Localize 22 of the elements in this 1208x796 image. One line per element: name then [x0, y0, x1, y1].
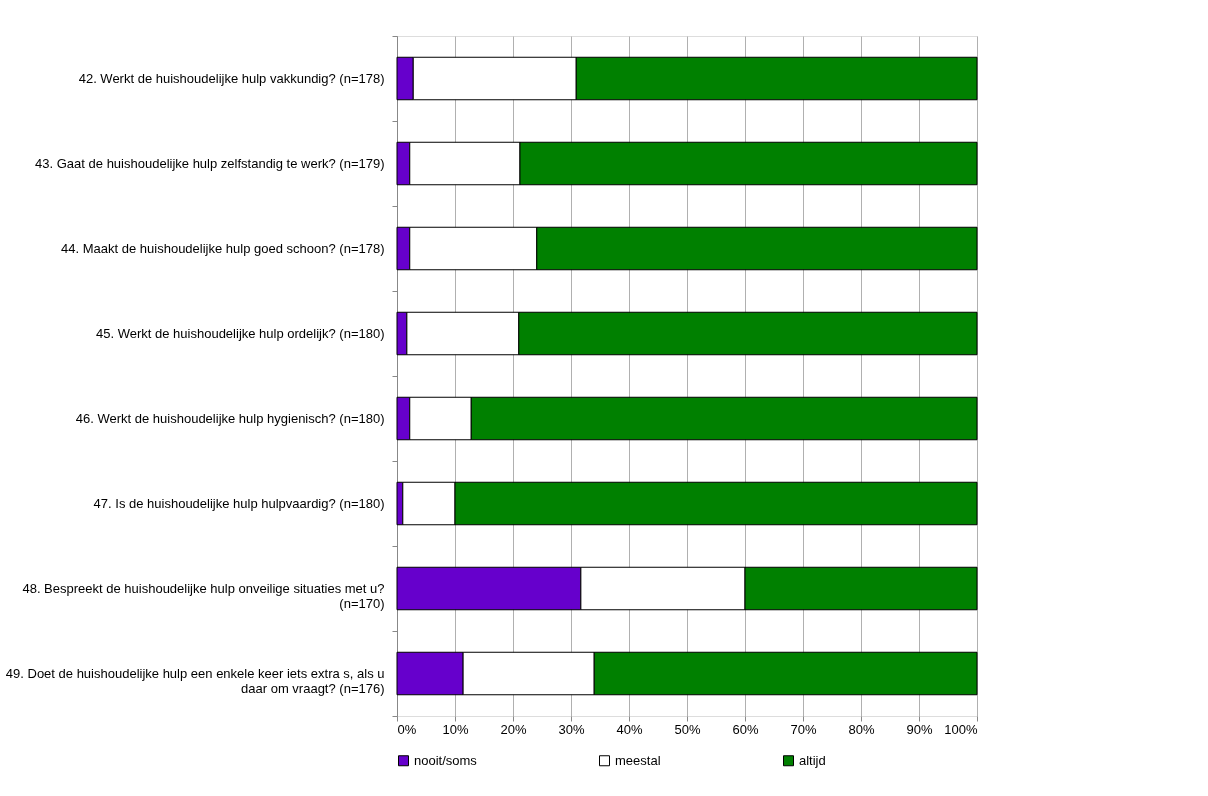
y-tick-label: 47. Is de huishoudelijke hulp hulpvaardig? (n=180)	[93, 496, 385, 511]
y-tick-label: 48. Bespreekt de huishoudelijke hulp onveilige situaties met u? (n=170)	[22, 581, 385, 611]
x-tick-label: 30%	[558, 721, 585, 737]
x-tick-label: 60%	[732, 721, 759, 737]
y-tick-label: 43. Gaat de huishoudelijke hulp zelfstandig te werk? (n=179)	[35, 156, 385, 171]
x-tick-label: 90%	[906, 721, 933, 737]
legend-label: nooit/soms	[414, 752, 478, 768]
y-tick-label: 42. Werkt de huishoudelijke hulp vakkundig? (n=178)	[78, 71, 385, 86]
y-tick-label: 49. Doet de huishoudelijke hulp een enkele keer iets extra s, als u daar om vraagt? (n=176)	[5, 666, 385, 696]
x-tick-label: 70%	[790, 721, 817, 737]
legend-label: altijd	[799, 752, 826, 768]
legend-label: meestal	[615, 752, 661, 768]
x-tick-label: 40%	[616, 721, 643, 737]
x-tick-label: 0%	[397, 721, 417, 737]
x-tick-label: 20%	[500, 721, 527, 737]
x-tick-label: 80%	[848, 721, 875, 737]
y-tick-label: 46. Werkt de huishoudelijke hulp hygienisch? (n=180)	[75, 411, 385, 426]
x-tick-label: 50%	[674, 721, 701, 737]
x-tick-label: 10%	[442, 721, 469, 737]
x-tick-label: 100%	[944, 721, 978, 737]
y-tick-label: 44. Maakt de huishoudelijke hulp goed schoon? (n=178)	[61, 241, 385, 256]
y-tick-label: 45. Werkt de huishoudelijke hulp ordelijk? (n=180)	[96, 326, 385, 341]
